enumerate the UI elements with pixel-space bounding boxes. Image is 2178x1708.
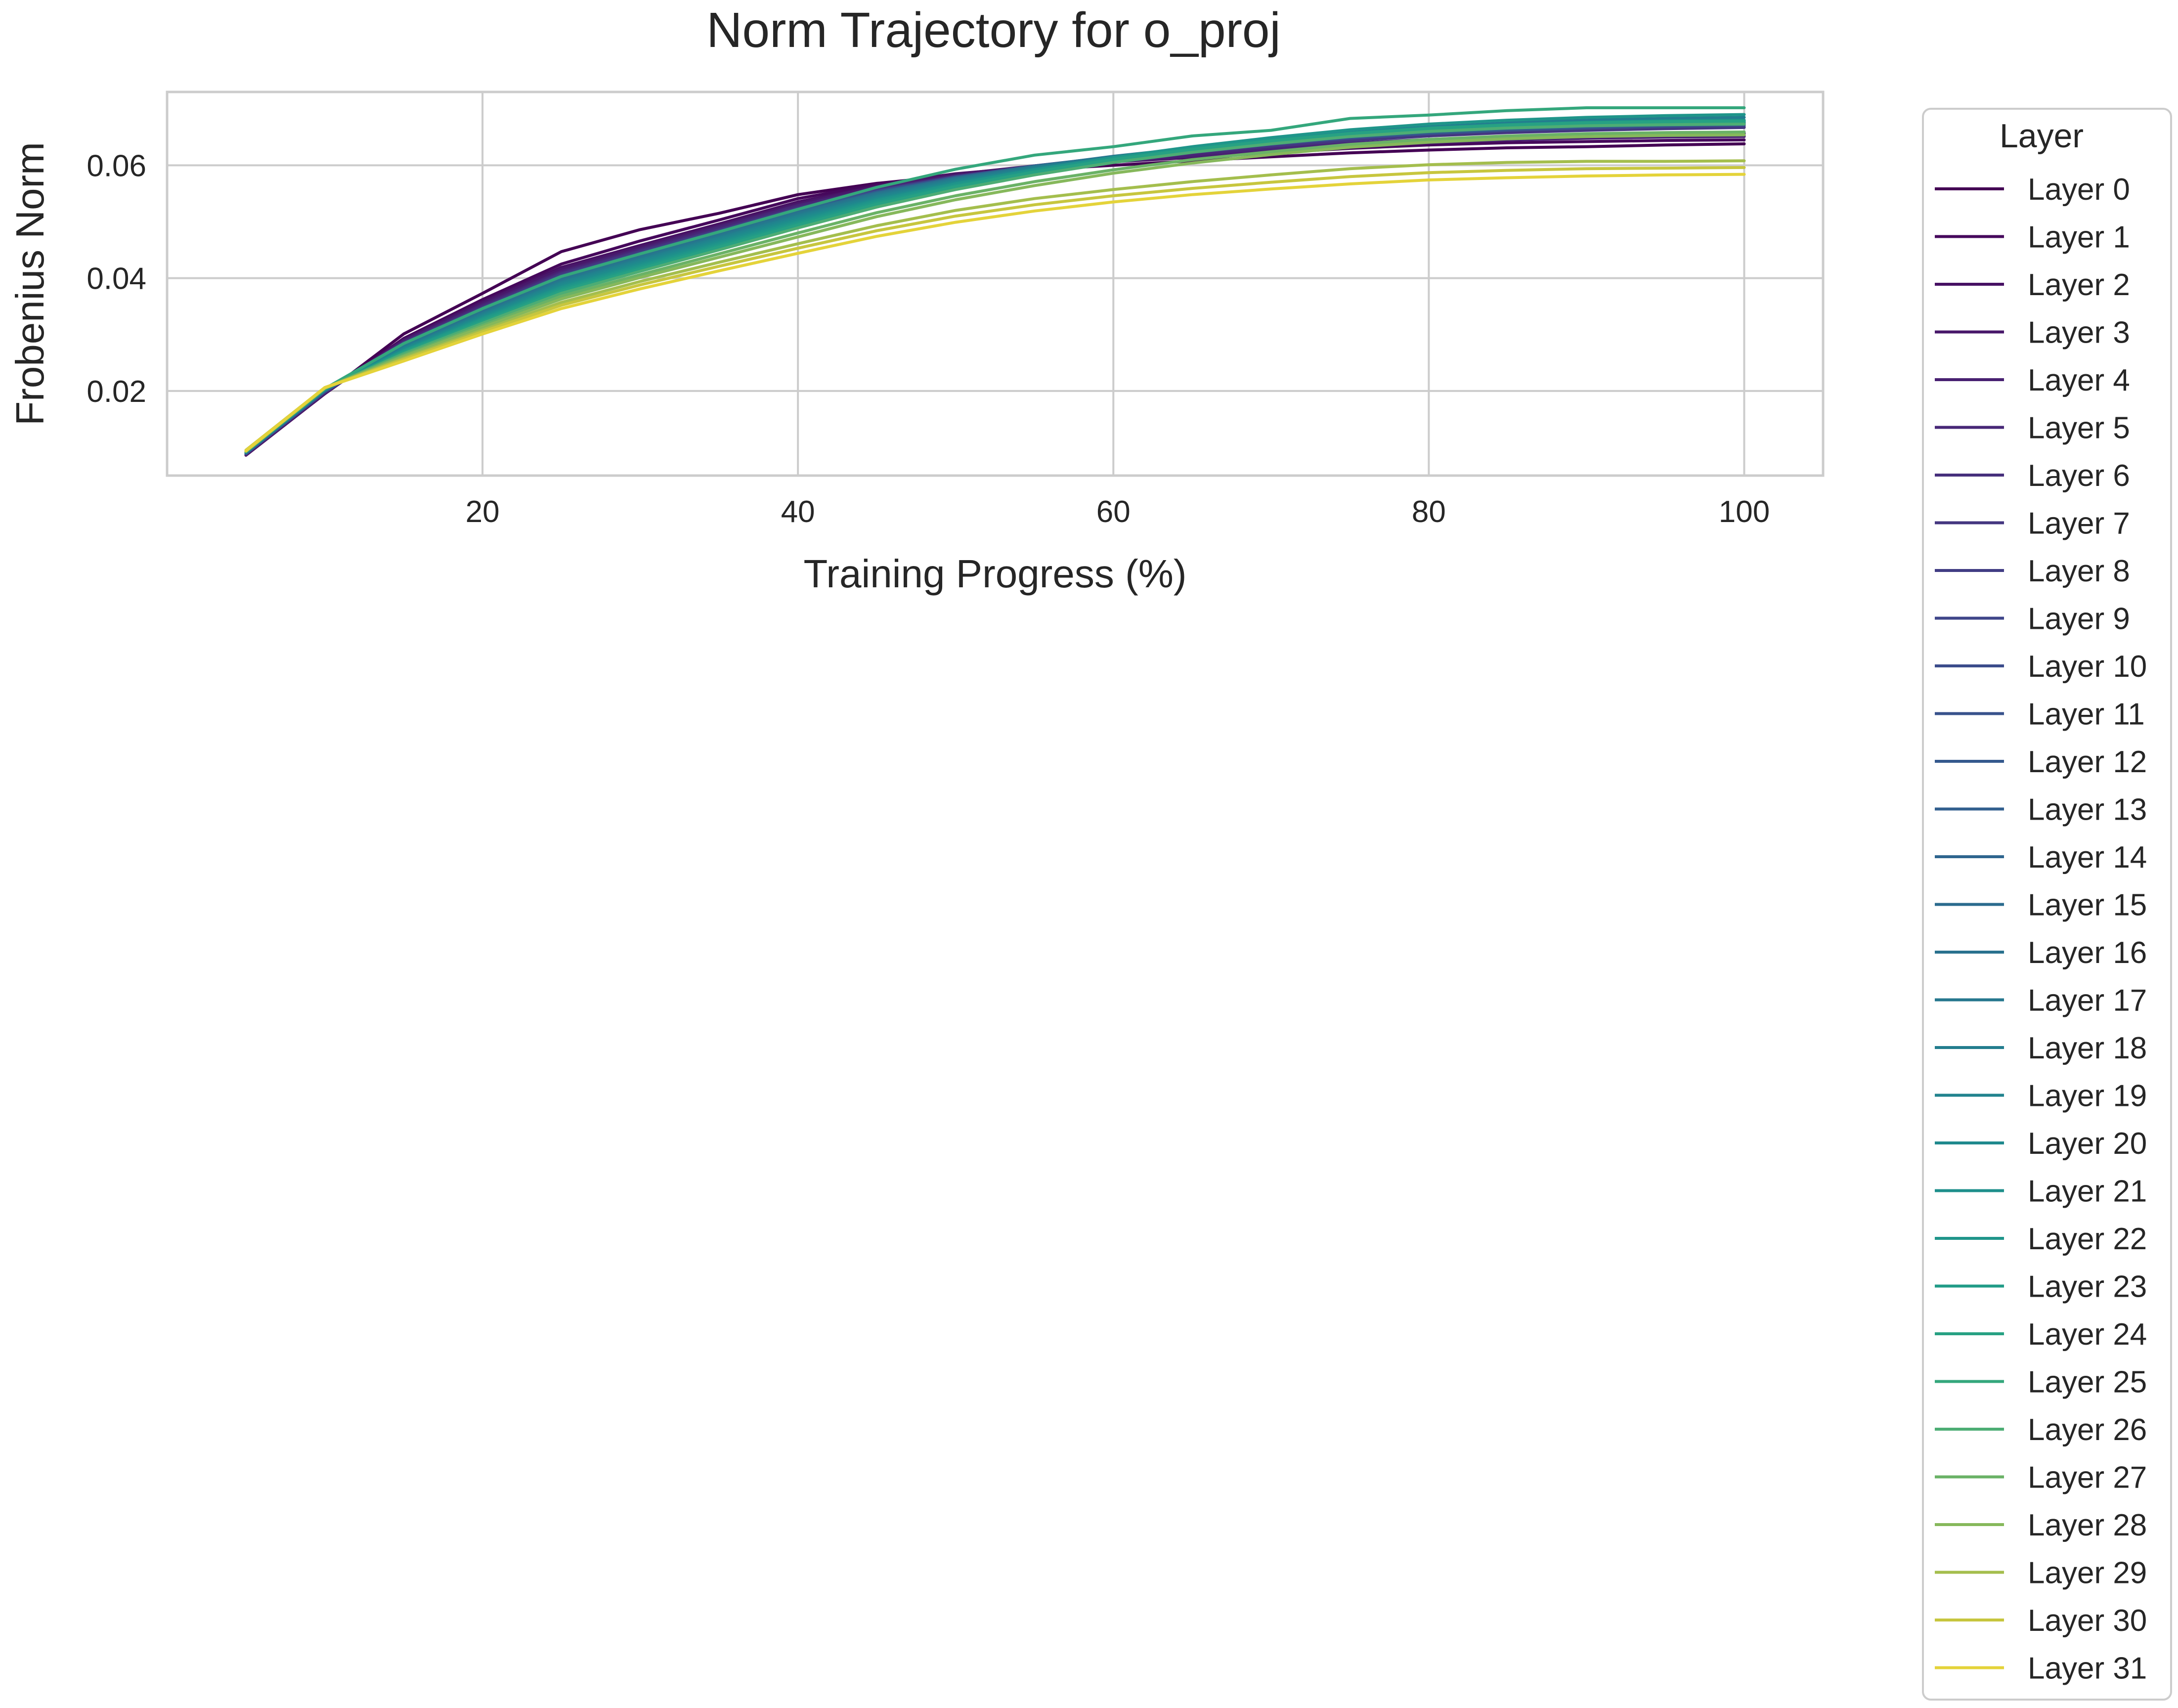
y-tick-label: 0.06	[87, 149, 146, 183]
legend-label: Layer 21	[2028, 1175, 2147, 1209]
series-line-layer-29	[244, 159, 1746, 453]
legend: Layer 0 Layer 1 Layer 2 Layer 3 Layer 4 Layer…	[1935, 173, 2147, 1686]
legend-label: Layer 20	[2028, 1127, 2147, 1161]
legend-label: Layer 25	[2028, 1365, 2147, 1400]
legend-label: Layer 27	[2028, 1461, 2147, 1495]
legend-label: Layer 30	[2028, 1604, 2147, 1638]
legend-label: Layer 22	[2028, 1222, 2147, 1256]
series-line-layer-26	[244, 123, 1746, 453]
series-line-layer-28	[244, 133, 1746, 452]
legend-label: Layer 26	[2028, 1413, 2147, 1447]
legend-label: Layer 15	[2028, 888, 2147, 922]
legend-label: Layer 23	[2028, 1270, 2147, 1304]
legend-label: Layer 28	[2028, 1508, 2147, 1542]
x-tick-label: 80	[1412, 495, 1446, 529]
plot-area-frame	[166, 90, 1825, 477]
legend-label: Layer 11	[2028, 698, 2145, 732]
legend-label: Layer 19	[2028, 1079, 2147, 1113]
legend-label: Layer 10	[2028, 650, 2147, 684]
legend-frame	[1922, 108, 2172, 1701]
legend-label: Layer 18	[2028, 1031, 2147, 1065]
legend-label: Layer 5	[2028, 411, 2130, 445]
legend-label: Layer 1	[2028, 220, 2130, 255]
x-tick-label: 60	[1096, 495, 1131, 529]
legend-label: Layer 9	[2028, 602, 2130, 636]
x-tick-label: 20	[466, 495, 500, 529]
legend-label: Layer 6	[2028, 459, 2130, 493]
y-tick-label: 0.02	[87, 375, 146, 409]
legend-label: Layer 8	[2028, 554, 2130, 588]
legend-label: Layer 29	[2028, 1556, 2147, 1590]
legend-label: Layer 0	[2028, 173, 2130, 207]
legend-label: Layer 17	[2028, 984, 2147, 1018]
legend-label: Layer 4	[2028, 363, 2130, 397]
series-line-layer-25	[244, 106, 1746, 452]
series-line-layer-27	[244, 131, 1746, 452]
legend-label: Layer 2	[2028, 268, 2130, 302]
legend-label: Layer 7	[2028, 507, 2130, 541]
series-line-layer-30	[244, 166, 1746, 452]
tick-labels: 20 40 60 80 100 0.02 0.04 0.06	[87, 149, 1770, 529]
legend-label: Layer 16	[2028, 936, 2147, 970]
x-tick-label: 100	[1719, 495, 1770, 529]
y-axis-label: Frobenius Norm	[8, 142, 52, 426]
series-line-layer-24	[244, 120, 1746, 453]
x-axis-label: Training Progress (%)	[803, 552, 1186, 596]
legend-label: Layer 14	[2028, 840, 2147, 875]
legend-label: Layer 12	[2028, 745, 2147, 779]
x-tick-label: 40	[781, 495, 815, 529]
legend-title: Layer	[2000, 117, 2084, 155]
legend-label: Layer 31	[2028, 1652, 2147, 1686]
y-tick-label: 0.04	[87, 262, 146, 296]
chart-title: Norm Trajectory for o_proj	[706, 2, 1280, 58]
legend-label: Layer 3	[2028, 316, 2130, 350]
legend-label: Layer 13	[2028, 793, 2147, 827]
series-line-layer-31	[244, 173, 1746, 452]
legend-label: Layer 24	[2028, 1317, 2147, 1352]
series-lines	[244, 106, 1746, 457]
